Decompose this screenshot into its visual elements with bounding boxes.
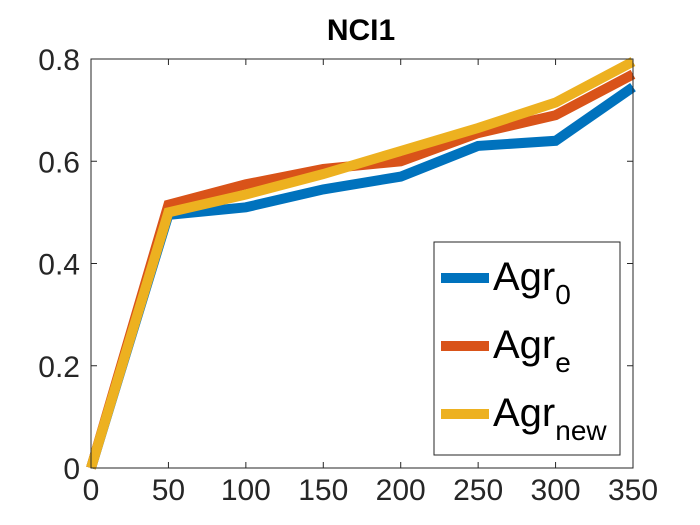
y-tick-label: 0: [63, 453, 80, 486]
y-tick-label: 0.4: [38, 249, 80, 282]
series-layer: [86, 57, 636, 470]
series-line-3: [86, 57, 636, 470]
x-tick-label: 100: [221, 474, 271, 507]
x-tick-label: 50: [152, 474, 185, 507]
x-tick-label: 350: [608, 474, 658, 507]
x-tick-label: 250: [453, 474, 503, 507]
y-tick-label: 0.8: [38, 44, 80, 77]
legend-label-2: Agre: [493, 323, 571, 378]
x-tick-label: 0: [83, 474, 100, 507]
legend: Agr0 Agre Agrnew: [433, 241, 621, 456]
y-tick-label: 0.6: [38, 146, 80, 179]
x-tick-label: 150: [298, 474, 348, 507]
x-tick-label: 200: [376, 474, 426, 507]
legend-label-3: Agrnew: [493, 391, 607, 446]
x-tick-label: 300: [531, 474, 581, 507]
axes-layer: 0 50 100 150 200 250 300 350 0 0.2 0.4 0.6 0.8: [38, 44, 658, 507]
chart-title: NCI1: [327, 14, 395, 47]
legend-label-1: Agr0: [493, 255, 571, 310]
y-tick-label: 0.2: [38, 351, 80, 384]
